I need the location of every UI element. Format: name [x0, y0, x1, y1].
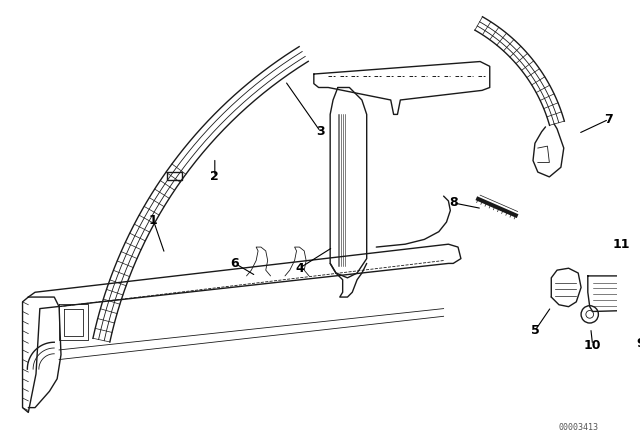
Text: 2: 2	[211, 170, 219, 183]
Text: 11: 11	[612, 238, 630, 251]
Text: 7: 7	[605, 113, 613, 126]
Bar	[167, 172, 182, 180]
Text: 4: 4	[295, 262, 304, 275]
Text: 8: 8	[449, 196, 458, 209]
Text: 3: 3	[316, 125, 325, 138]
Text: 00003413: 00003413	[558, 423, 598, 432]
Text: 1: 1	[149, 214, 157, 227]
Text: 6: 6	[230, 257, 239, 270]
Text: 5: 5	[531, 324, 540, 337]
Text: 10: 10	[584, 339, 602, 352]
Text: 9: 9	[636, 337, 640, 350]
